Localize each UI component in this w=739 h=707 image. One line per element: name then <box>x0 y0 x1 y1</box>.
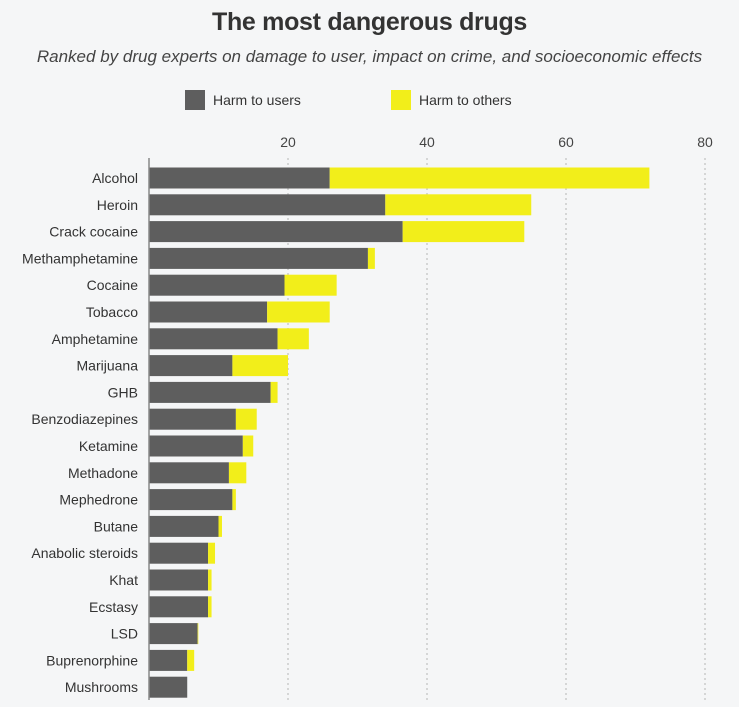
x-tick-label-60: 60 <box>558 134 574 150</box>
category-label-ghb: GHB <box>108 384 138 400</box>
category-label-butane: Butane <box>94 518 139 534</box>
bar-users-heroin <box>149 194 386 216</box>
category-label-amphetamine: Amphetamine <box>52 331 139 347</box>
category-label-cocaine: Cocaine <box>87 277 139 293</box>
bar-users-ghb <box>149 381 271 403</box>
bar-others-khat <box>208 569 212 591</box>
bar-others-cocaine <box>284 274 337 296</box>
category-label-mephedrone: Mephedrone <box>59 492 138 508</box>
category-label-methamphetamine: Methamphetamine <box>22 250 138 266</box>
category-label-marijuana: Marijuana <box>77 358 139 374</box>
bar-users-amphetamine <box>149 328 278 350</box>
category-label-ecstasy: Ecstasy <box>89 599 138 615</box>
bar-users-buprenorphine <box>149 649 188 671</box>
bar-users-methamphetamine <box>149 247 368 269</box>
chart-title: The most dangerous drugs <box>211 8 528 36</box>
bar-users-methadone <box>149 462 229 484</box>
category-label-methadone: Methadone <box>68 465 138 481</box>
legend-label-others: Harm to others <box>419 92 512 108</box>
x-tick-label-40: 40 <box>419 134 435 150</box>
chart-subtitle: Ranked by drug experts on damage to user… <box>36 47 703 66</box>
bar-others-ketamine <box>242 435 254 457</box>
bar-users-butane <box>149 515 219 537</box>
legend-swatch-users <box>185 90 205 110</box>
bar-users-alcohol <box>149 167 330 189</box>
bar-others-marijuana <box>232 355 288 377</box>
bar-users-anabolic-steroids <box>149 542 209 564</box>
bar-others-ghb <box>270 381 278 403</box>
bar-users-marijuana <box>149 355 233 377</box>
bar-others-mephedrone <box>232 489 236 511</box>
category-label-benzodiazepines: Benzodiazepines <box>31 411 138 427</box>
category-label-khat: Khat <box>109 572 138 588</box>
x-tick-label-80: 80 <box>697 134 713 150</box>
category-label-crack-cocaine: Crack cocaine <box>49 224 138 240</box>
bar-others-amphetamine <box>277 328 309 350</box>
legend-item-others: Harm to others <box>391 89 512 111</box>
category-label-tobacco: Tobacco <box>86 304 138 320</box>
bar-others-methamphetamine <box>367 247 375 269</box>
bar-users-khat <box>149 569 209 591</box>
bar-others-lsd <box>197 623 199 645</box>
bar-others-benzodiazepines <box>235 408 257 430</box>
bar-users-mushrooms <box>149 676 188 698</box>
bar-others-ecstasy <box>208 596 212 618</box>
bar-users-lsd <box>149 623 198 645</box>
bar-users-tobacco <box>149 301 268 323</box>
x-tick-label-20: 20 <box>280 134 296 150</box>
bar-users-benzodiazepines <box>149 408 236 430</box>
bar-others-butane <box>218 515 222 537</box>
category-label-alcohol: Alcohol <box>92 170 138 186</box>
legend-label-users: Harm to users <box>213 92 301 108</box>
bar-others-crack-cocaine <box>402 221 525 243</box>
bar-users-ketamine <box>149 435 243 457</box>
bar-others-alcohol <box>329 167 650 189</box>
category-label-ketamine: Ketamine <box>79 438 138 454</box>
legend-item-users: Harm to users <box>185 89 301 111</box>
category-label-mushrooms: Mushrooms <box>65 679 138 695</box>
category-label-lsd: LSD <box>111 626 138 642</box>
bar-users-mephedrone <box>149 489 233 511</box>
bar-users-cocaine <box>149 274 285 296</box>
bar-others-tobacco <box>267 301 330 323</box>
bar-users-ecstasy <box>149 596 209 618</box>
category-label-heroin: Heroin <box>97 197 138 213</box>
category-label-buprenorphine: Buprenorphine <box>46 652 138 668</box>
bar-others-anabolic-steroids <box>208 542 216 564</box>
bar-others-heroin <box>385 194 532 216</box>
bar-users-crack-cocaine <box>149 221 403 243</box>
category-label-anabolic-steroids: Anabolic steroids <box>31 545 138 561</box>
bar-others-buprenorphine <box>187 649 195 671</box>
bar-others-methadone <box>228 462 247 484</box>
legend-swatch-others <box>391 90 411 110</box>
